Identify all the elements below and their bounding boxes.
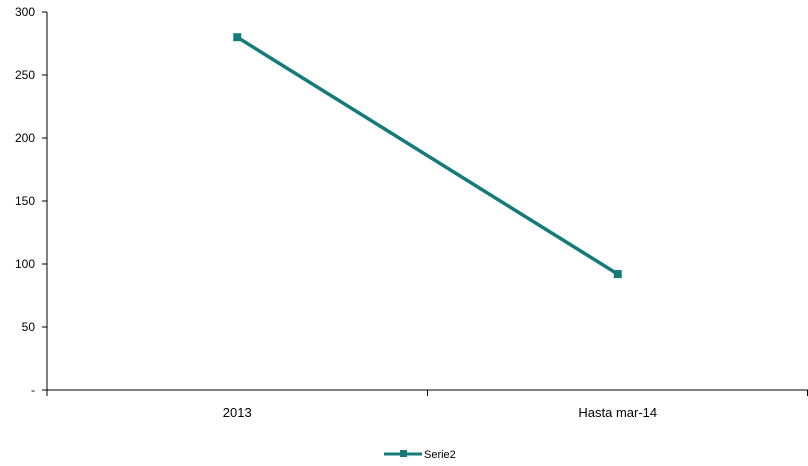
- series-line: [236, 35, 619, 276]
- data-point: [233, 33, 242, 42]
- y-tick-label: 300: [15, 5, 35, 19]
- legend-marker-swatch: [400, 450, 407, 457]
- y-tick-label: 100: [15, 257, 35, 271]
- x-ticks: [46, 390, 808, 396]
- series-lines: [236, 35, 619, 276]
- data-point: [613, 270, 622, 279]
- y-tick-labels: - 50 100 150 200 250 300: [15, 5, 35, 397]
- y-tick-label: 250: [15, 68, 35, 82]
- y-tick-label: 150: [15, 194, 35, 208]
- legend: Serie2: [384, 449, 456, 461]
- y-tick-label: 50: [22, 320, 36, 334]
- x-tick-label: Hasta mar-14: [578, 405, 657, 420]
- data-points: [233, 33, 622, 279]
- y-tick-label: -: [31, 383, 35, 397]
- y-tick-label: 200: [15, 131, 35, 145]
- x-tick-label: 2013: [223, 405, 252, 420]
- x-tick-labels: 2013 Hasta mar-14: [223, 405, 657, 420]
- y-ticks: [42, 11, 47, 391]
- legend-label: Serie2: [424, 449, 456, 461]
